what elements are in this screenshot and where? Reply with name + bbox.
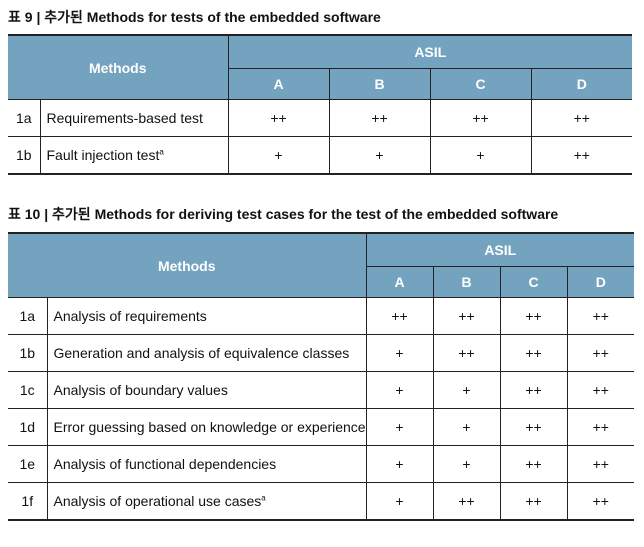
asil-b-value: + xyxy=(432,408,501,446)
method-text: Fault injection test xyxy=(46,147,160,163)
method-text: Analysis of operational use cases xyxy=(53,493,262,509)
row-method: Analysis of requirements xyxy=(46,297,367,335)
row-id: 1f xyxy=(8,482,48,521)
table-row: 1a Analysis of requirements ++ ++ ++ ++ xyxy=(8,297,635,335)
asil-d-value: ++ xyxy=(530,99,633,137)
method-text: Generation and analysis of equivalence c… xyxy=(53,345,350,361)
table-row: 1c Analysis of boundary values + + ++ ++ xyxy=(8,371,635,409)
asil-b-value: + xyxy=(432,445,501,483)
table10-level-b: B xyxy=(432,266,501,298)
row-id: 1b xyxy=(8,136,41,175)
asil-c-value: ++ xyxy=(499,334,568,372)
table9-caption: 표 9 | 추가된 Methods for tests of the embed… xyxy=(8,9,381,25)
asil-a-value: + xyxy=(365,445,434,483)
method-text: Analysis of functional dependencies xyxy=(53,456,277,472)
table10-level-a: A xyxy=(366,266,434,298)
asil-a-value: ++ xyxy=(227,99,330,137)
table9-level-d: D xyxy=(530,68,633,100)
method-text: Error guessing based on knowledge or exp… xyxy=(53,419,366,435)
method-text: Analysis of boundary values xyxy=(53,382,228,398)
table10-caption: 표 10 | 추가된 Methods for deriving test cas… xyxy=(8,206,559,222)
table9: Methods ASIL A B C D 1a Requirements-bas… xyxy=(8,34,633,175)
asil-d-value: ++ xyxy=(566,371,635,409)
table9-level-b: B xyxy=(328,68,431,100)
row-id: 1e xyxy=(8,445,48,483)
asil-c-value: ++ xyxy=(429,99,532,137)
asil-b-value: ++ xyxy=(432,297,501,335)
table10: Methods ASIL A B C D 1a Analysis of requ… xyxy=(8,232,635,521)
asil-d-value: ++ xyxy=(530,136,633,175)
asil-b-value: ++ xyxy=(432,482,501,521)
asil-b-value: + xyxy=(328,136,431,175)
asil-a-value: + xyxy=(365,408,434,446)
asil-d-value: ++ xyxy=(566,297,635,335)
table-row: 1e Analysis of functional dependencies +… xyxy=(8,445,635,483)
asil-a-value: + xyxy=(365,482,434,521)
asil-d-value: ++ xyxy=(566,408,635,446)
table-row: 1a Requirements-based test ++ ++ ++ ++ xyxy=(8,99,633,137)
asil-c-value: ++ xyxy=(499,371,568,409)
table-row: 1d Error guessing based on knowledge or … xyxy=(8,408,635,446)
table9-level-c: C xyxy=(429,68,532,100)
row-method: Analysis of boundary values xyxy=(46,371,367,409)
row-id: 1b xyxy=(8,334,48,372)
asil-a-value: ++ xyxy=(365,297,434,335)
asil-b-value: ++ xyxy=(328,99,431,137)
table9-methods-header: Methods xyxy=(8,34,229,100)
asil-b-value: ++ xyxy=(432,334,501,372)
table9-level-a: A xyxy=(228,68,330,100)
row-id: 1a xyxy=(8,297,48,335)
table9-asil-header: ASIL xyxy=(227,34,633,69)
asil-d-value: ++ xyxy=(566,482,635,521)
footnote-mark: a xyxy=(159,147,164,157)
asil-c-value: ++ xyxy=(499,482,568,521)
asil-d-value: ++ xyxy=(566,445,635,483)
table10-level-c: C xyxy=(499,266,568,298)
table10-asil-header: ASIL xyxy=(365,232,635,267)
asil-c-value: ++ xyxy=(499,297,568,335)
row-method: Analysis of functional dependencies xyxy=(46,445,367,483)
row-method: Analysis of operational use casesa xyxy=(46,482,367,521)
asil-c-value: ++ xyxy=(499,445,568,483)
footnote-mark: a xyxy=(261,493,266,503)
table-row: 1b Fault injection testa + + + ++ xyxy=(8,136,633,175)
method-text: Requirements-based test xyxy=(46,110,203,126)
asil-c-value: + xyxy=(429,136,532,175)
table10-methods-header: Methods xyxy=(8,232,367,298)
method-text: Analysis of requirements xyxy=(53,308,207,324)
table-row: 1f Analysis of operational use casesa + … xyxy=(8,482,635,521)
row-id: 1c xyxy=(8,371,48,409)
row-method: Generation and analysis of equivalence c… xyxy=(46,334,367,372)
asil-a-value: + xyxy=(365,334,434,372)
asil-a-value: + xyxy=(227,136,330,175)
table-row: 1b Generation and analysis of equivalenc… xyxy=(8,334,635,372)
row-method: Error guessing based on knowledge or exp… xyxy=(46,408,367,446)
row-id: 1d xyxy=(8,408,48,446)
table10-level-d: D xyxy=(566,266,635,298)
asil-b-value: + xyxy=(432,371,501,409)
asil-a-value: + xyxy=(365,371,434,409)
row-method: Requirements-based test xyxy=(39,99,229,137)
asil-c-value: ++ xyxy=(499,408,568,446)
row-id: 1a xyxy=(8,99,41,137)
row-method: Fault injection testa xyxy=(39,136,229,175)
asil-d-value: ++ xyxy=(566,334,635,372)
